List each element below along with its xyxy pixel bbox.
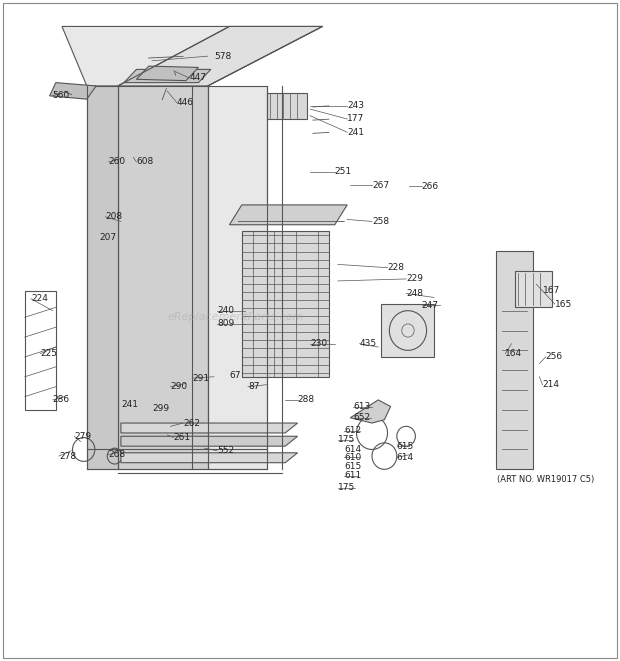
Text: 248: 248: [406, 289, 423, 298]
Text: 612: 612: [344, 426, 361, 436]
Text: 446: 446: [177, 98, 193, 107]
Text: 268: 268: [108, 450, 126, 459]
Text: 288: 288: [298, 395, 315, 405]
Text: 241: 241: [347, 128, 364, 137]
Text: 809: 809: [217, 319, 234, 329]
Text: 262: 262: [183, 418, 200, 428]
Polygon shape: [496, 251, 533, 469]
Polygon shape: [136, 66, 198, 81]
Bar: [515, 271, 552, 307]
Polygon shape: [118, 26, 322, 86]
Text: 241: 241: [121, 400, 138, 409]
Polygon shape: [208, 86, 267, 469]
Text: 560: 560: [53, 91, 70, 100]
Text: 614: 614: [397, 453, 414, 462]
Polygon shape: [350, 400, 391, 423]
Text: 266: 266: [422, 182, 439, 191]
Text: 278: 278: [59, 451, 76, 461]
Text: 165: 165: [555, 299, 572, 309]
Text: 291: 291: [192, 373, 210, 383]
Polygon shape: [121, 453, 298, 463]
Polygon shape: [87, 86, 118, 469]
Polygon shape: [124, 69, 211, 83]
Text: 87: 87: [248, 382, 260, 391]
Text: 175: 175: [338, 483, 355, 492]
Polygon shape: [229, 205, 347, 225]
Text: 552: 552: [217, 446, 234, 455]
Text: 256: 256: [546, 352, 563, 362]
Text: 208: 208: [105, 212, 123, 221]
Text: (ART NO. WR19017 C5): (ART NO. WR19017 C5): [497, 475, 594, 484]
Text: 240: 240: [217, 306, 234, 315]
Text: 299: 299: [152, 404, 169, 413]
Text: 251: 251: [335, 167, 352, 176]
Text: 286: 286: [53, 395, 70, 405]
Text: 260: 260: [108, 157, 126, 167]
Text: 608: 608: [136, 157, 154, 167]
Text: 175: 175: [338, 435, 355, 444]
Text: 258: 258: [372, 217, 389, 226]
Text: 228: 228: [388, 263, 404, 272]
Bar: [242, 231, 329, 377]
Text: 177: 177: [347, 114, 365, 124]
Text: 611: 611: [344, 471, 361, 481]
Text: 267: 267: [372, 180, 389, 190]
Bar: [381, 304, 434, 357]
Bar: [267, 93, 307, 119]
Text: 224: 224: [31, 294, 48, 303]
Text: 615: 615: [397, 442, 414, 451]
Text: 243: 243: [347, 101, 364, 110]
Text: 610: 610: [344, 453, 361, 462]
Text: 247: 247: [422, 301, 438, 310]
Text: 435: 435: [360, 339, 377, 348]
Text: 67: 67: [229, 371, 241, 380]
Text: 615: 615: [344, 461, 361, 471]
Text: eReplacementParts.com: eReplacementParts.com: [167, 312, 304, 323]
Text: 652: 652: [353, 413, 371, 422]
Polygon shape: [62, 26, 322, 86]
Text: 207: 207: [99, 233, 117, 243]
Text: 614: 614: [344, 445, 361, 454]
Text: 167: 167: [542, 286, 560, 295]
Text: 261: 261: [174, 433, 191, 442]
Text: 279: 279: [74, 432, 92, 441]
Polygon shape: [121, 436, 298, 446]
Text: 613: 613: [353, 402, 371, 411]
Text: 164: 164: [505, 349, 523, 358]
Polygon shape: [118, 86, 208, 469]
Text: 225: 225: [40, 349, 57, 358]
Text: 290: 290: [170, 382, 188, 391]
Text: 229: 229: [406, 274, 423, 284]
Polygon shape: [121, 423, 298, 433]
Text: 578: 578: [214, 52, 231, 61]
Polygon shape: [50, 83, 96, 99]
Text: 214: 214: [542, 380, 559, 389]
Text: 230: 230: [310, 339, 327, 348]
Text: 447: 447: [189, 73, 206, 83]
